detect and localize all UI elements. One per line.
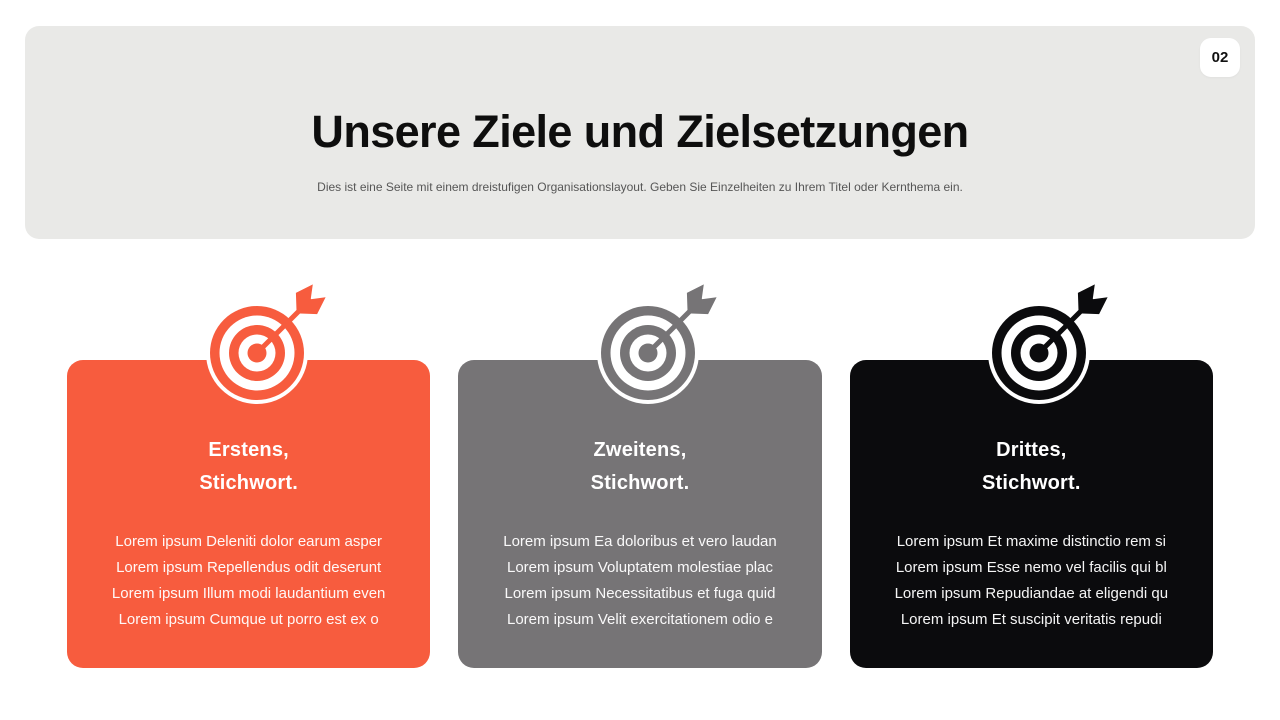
slide-header: 02 Unsere Ziele und Zielsetzungen Dies i… [25, 26, 1255, 239]
slide-title: Unsere Ziele und Zielsetzungen [311, 106, 969, 157]
card-line: Lorem ipsum Velit exercitationem odio e [507, 611, 773, 628]
target-arrow-icon [596, 277, 726, 405]
target-arrow-icon [205, 277, 335, 405]
card-panel: Erstens, Stichwort. Lorem ipsum Deleniti… [67, 360, 431, 668]
goals-cards-row: Erstens, Stichwort. Lorem ipsum Deleniti… [67, 277, 1213, 668]
slide-subtitle: Dies ist eine Seite mit einem dreistufig… [317, 180, 963, 194]
goal-card-2: Zweitens, Stichwort. Lorem ipsum Ea dolo… [458, 277, 822, 668]
card-title: Erstens, Stichwort. [67, 434, 430, 500]
card-text-lines: Lorem ipsum Deleniti dolor earum asper L… [67, 529, 430, 633]
card-line: Lorem ipsum Repellendus odit deserunt [116, 559, 382, 576]
card-line: Lorem ipsum Voluptatem molestiae plac [507, 559, 773, 576]
card-line: Lorem ipsum Necessitatibus et fuga quid [504, 585, 776, 602]
card-title-line1: Zweitens, [593, 439, 687, 461]
card-title-line1: Drittes, [996, 439, 1067, 461]
card-line: Lorem ipsum Et maxime distinctio rem si [896, 533, 1166, 550]
target-arrow-icon [987, 277, 1117, 405]
goal-card-1: Erstens, Stichwort. Lorem ipsum Deleniti… [67, 277, 431, 668]
card-line: Lorem ipsum Et suscipit veritatis repudi [900, 611, 1162, 628]
card-line: Lorem ipsum Ea doloribus et vero laudan [503, 533, 777, 550]
card-title: Zweitens, Stichwort. [458, 434, 821, 500]
card-text-lines: Lorem ipsum Et maxime distinctio rem si … [850, 529, 1213, 633]
card-panel: Zweitens, Stichwort. Lorem ipsum Ea dolo… [458, 360, 822, 668]
card-line: Lorem ipsum Deleniti dolor earum asper [115, 533, 383, 550]
card-title-line2: Stichwort. [981, 472, 1081, 494]
page-number: 02 [1211, 49, 1229, 66]
goal-card-3: Drittes, Stichwort. Lorem ipsum Et maxim… [849, 277, 1213, 668]
card-text-lines: Lorem ipsum Ea doloribus et vero laudan … [458, 529, 821, 633]
card-title-line2: Stichwort. [590, 472, 690, 494]
page-number-badge: 02 [1200, 38, 1240, 77]
card-line: Lorem ipsum Cumque ut porro est ex o [118, 611, 379, 628]
card-line: Lorem ipsum Esse nemo vel facilis qui bl [895, 559, 1167, 576]
card-title-line2: Stichwort. [199, 472, 298, 494]
card-title: Drittes, Stichwort. [850, 434, 1213, 500]
card-title-line1: Erstens, [208, 439, 289, 461]
card-line: Lorem ipsum Illum modi laudantium even [111, 585, 386, 602]
card-panel: Drittes, Stichwort. Lorem ipsum Et maxim… [849, 360, 1213, 668]
card-line: Lorem ipsum Repudiandae at eligendi qu [894, 585, 1169, 602]
